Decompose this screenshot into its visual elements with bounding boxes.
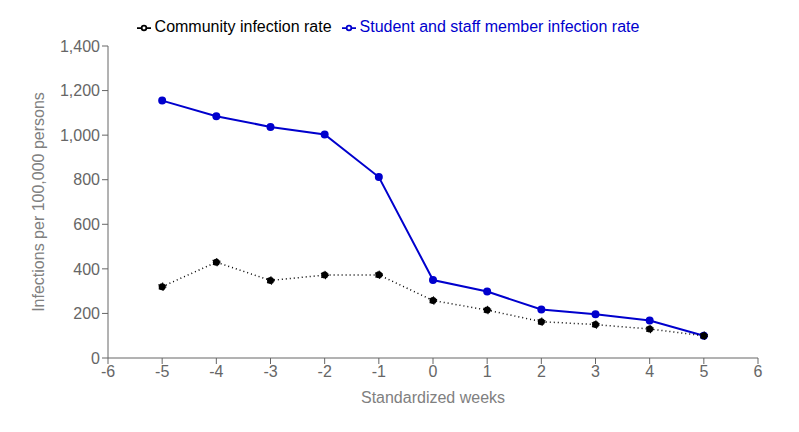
svg-text:2: 2	[537, 363, 546, 380]
svg-text:600: 600	[73, 216, 100, 233]
html-text:Student and staff member infec: Student and staff member infection rate	[359, 18, 640, 35]
svg-text:6: 6	[754, 363, 763, 380]
html-text:Community infection rate: Community infection rate	[154, 18, 332, 35]
svg-text:800: 800	[73, 171, 100, 188]
svg-text:Infections per 100,000 persons: Infections per 100,000 persons	[30, 92, 47, 312]
svg-text:4: 4	[645, 363, 654, 380]
svg-text:400: 400	[73, 261, 100, 278]
svg-text:1: 1	[483, 363, 492, 380]
svg-text:-6: -6	[101, 363, 115, 380]
svg-text:-5: -5	[155, 363, 169, 380]
svg-text:1,400: 1,400	[60, 38, 100, 55]
svg-text:Standardized weeks: Standardized weeks	[361, 389, 505, 406]
svg-text:-2: -2	[318, 363, 332, 380]
svg-text:-1: -1	[372, 363, 386, 380]
svg-text:3: 3	[591, 363, 600, 380]
svg-text:1,200: 1,200	[60, 82, 100, 99]
svg-text:0: 0	[91, 350, 100, 367]
svg-text:5: 5	[699, 363, 708, 380]
svg-text:-4: -4	[209, 363, 223, 380]
svg-text:0: 0	[429, 363, 438, 380]
svg-text:1,000: 1,000	[60, 127, 100, 144]
svg-text:200: 200	[73, 305, 100, 322]
svg-text:-3: -3	[263, 363, 277, 380]
